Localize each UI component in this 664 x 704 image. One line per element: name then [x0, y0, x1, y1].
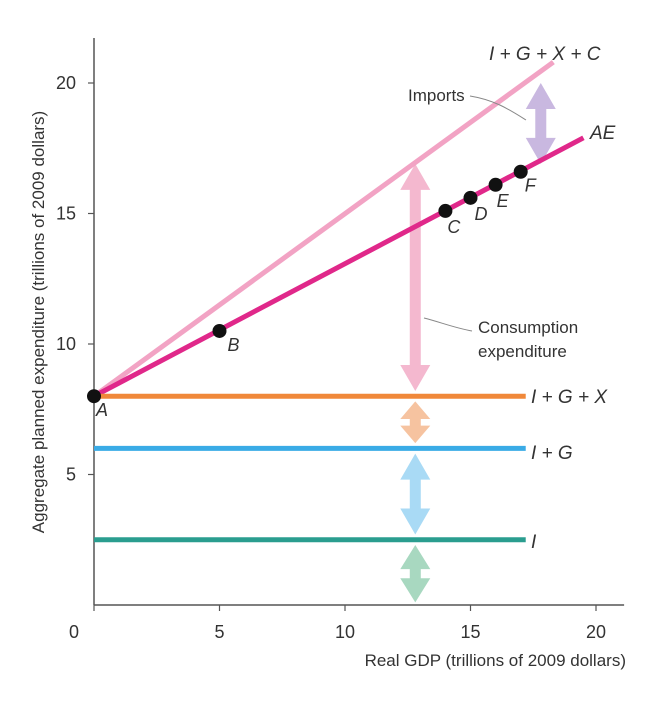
- x-tick-label: 15: [460, 622, 480, 642]
- curve-label-i-g-x-c: I + G + X + C: [489, 44, 601, 65]
- consumption-label-line: expenditure: [478, 342, 567, 361]
- point-label-f: F: [525, 176, 537, 196]
- axes: [93, 38, 625, 606]
- point-b: [212, 323, 227, 338]
- difference-arrow-3: [400, 453, 431, 535]
- series-line-ae: [92, 135, 585, 399]
- x-axis-title: Real GDP (trillions of 2009 dollars): [365, 651, 626, 670]
- series-line-i-g-x-c: [92, 60, 555, 399]
- consumption-leader: [423, 317, 473, 332]
- point-f: [513, 164, 528, 179]
- curve-label-i-g-x: I + G + X: [531, 387, 608, 408]
- point-a: [87, 389, 101, 404]
- point-e: [488, 177, 503, 192]
- imports-arrow: [525, 83, 556, 164]
- curve-label-i: I: [531, 532, 537, 553]
- imports-leader: [469, 95, 527, 121]
- difference-arrow-2: [400, 401, 431, 444]
- y-tick-label: 10: [56, 334, 76, 354]
- y-tick-label: 5: [66, 465, 76, 485]
- curve-label-i-g: I + G: [531, 443, 573, 464]
- point-label-c: C: [447, 217, 461, 237]
- point-label-b: B: [228, 335, 240, 355]
- curve-labels: I + G + X + C AE I + G + X I + G I: [489, 44, 616, 553]
- curve-label-ae: AE: [589, 123, 616, 144]
- point-label-d: D: [475, 204, 488, 224]
- y-tick-label: 15: [56, 204, 76, 224]
- imports-label: Imports: [408, 86, 465, 105]
- ticks: 0 5 10 15 20 5 10 15 20: [56, 73, 606, 642]
- difference-arrow-4: [400, 544, 431, 603]
- x-tick-label: 0: [69, 622, 79, 642]
- point-label-e: E: [497, 191, 510, 211]
- x-tick-label: 20: [586, 622, 606, 642]
- y-tick-label: 20: [56, 73, 76, 93]
- difference-arrows: [400, 83, 556, 603]
- x-tick-label: 5: [214, 622, 224, 642]
- series-lines: [92, 60, 585, 543]
- point-c: [438, 203, 453, 218]
- consumption-arrow: [400, 163, 431, 391]
- point-label-a: A: [95, 400, 108, 420]
- point-d: [463, 190, 478, 205]
- consumption-label-line: Consumption: [478, 318, 578, 337]
- consumption-label: Consumption expenditure: [478, 318, 578, 361]
- y-axis-title: Aggregate planned expenditure (trillions…: [29, 111, 48, 533]
- x-tick-label: 10: [335, 622, 355, 642]
- annotation-labels: Imports Consumption expenditure: [408, 86, 578, 361]
